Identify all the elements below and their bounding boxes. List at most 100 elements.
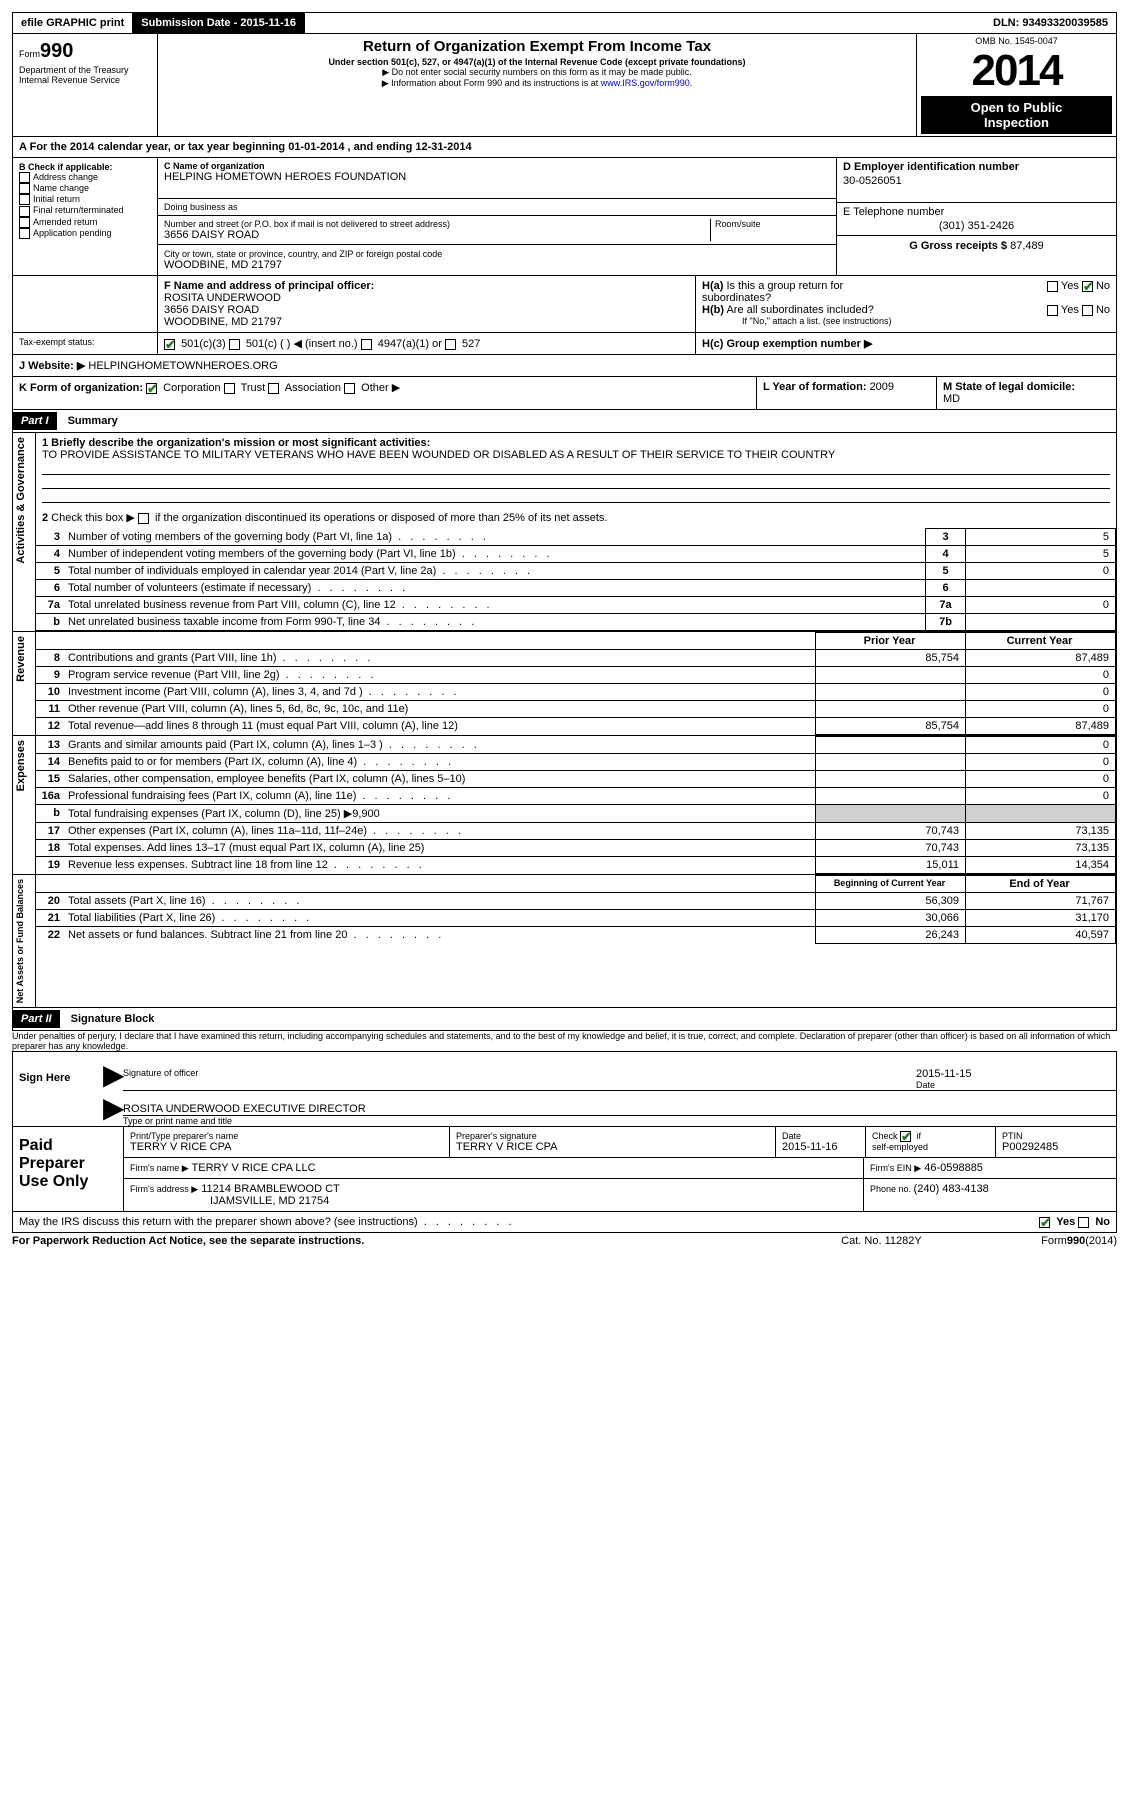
part2-header: Part II Signature Block <box>12 1008 1117 1031</box>
part1-expenses: Expenses 13Grants and similar amounts pa… <box>12 736 1117 875</box>
chk-hb-yes[interactable] <box>1047 305 1058 316</box>
chk-501c3[interactable] <box>164 339 175 350</box>
eoy-hdr: End of Year <box>966 876 1116 893</box>
firm-ein: 46-0598885 <box>924 1162 983 1174</box>
footer-form: 990 <box>1067 1235 1085 1247</box>
year-formation: 2009 <box>870 381 894 393</box>
firm-addr1: 11214 BRAMBLEWOOD CT <box>201 1183 340 1195</box>
line-a: A For the 2014 calendar year, or tax yea… <box>12 137 1117 158</box>
part1-netassets: Net Assets or Fund Balances Beginning of… <box>12 875 1117 1008</box>
dept-irs: Internal Revenue Service <box>19 75 151 85</box>
irs-link[interactable]: www.IRS.gov/form990 <box>601 78 690 88</box>
form-label: Form <box>19 49 40 59</box>
chk-namechange[interactable] <box>19 183 30 194</box>
chk-ha-yes[interactable] <box>1047 281 1058 292</box>
box-d-label: D Employer identification number <box>843 161 1110 173</box>
subtitle-2: ▶ Do not enter social security numbers o… <box>166 67 908 78</box>
box-b-title: B Check if applicable: <box>19 162 151 172</box>
org-name: HELPING HOMETOWN HEROES FOUNDATION <box>164 171 830 183</box>
gov-table: 3Number of voting members of the governi… <box>36 528 1116 631</box>
officer-city: WOODBINE, MD 21797 <box>164 316 689 328</box>
chk-selfemp[interactable] <box>900 1131 911 1142</box>
sig-officer-label: Signature of officer <box>123 1068 916 1090</box>
box-m-label: M State of legal domicile: <box>943 381 1075 393</box>
org-city: WOODBINE, MD 21797 <box>164 259 830 271</box>
open-public-2: Inspection <box>984 115 1049 130</box>
section-klm: K Form of organization: Corporation Trus… <box>12 377 1117 410</box>
firm-phone: (240) 483-4138 <box>914 1183 989 1195</box>
form-header: Form990 Department of the Treasury Inter… <box>12 34 1117 137</box>
mission: TO PROVIDE ASSISTANCE TO MILITARY VETERA… <box>42 449 1110 461</box>
chk-assoc[interactable] <box>268 383 279 394</box>
box-j: J Website: ▶ HELPINGHOMETOWNHEROES.ORG <box>12 355 1117 377</box>
footer-mid: Cat. No. 11282Y <box>841 1235 1041 1247</box>
curr-year-hdr: Current Year <box>966 633 1116 650</box>
officer-typed: ROSITA UNDERWOOD EXECUTIVE DIRECTOR <box>123 1103 1116 1116</box>
chk-trust[interactable] <box>224 383 235 394</box>
section-fhi: F Name and address of principal officer:… <box>12 276 1117 333</box>
gross-receipts: 87,489 <box>1010 240 1044 252</box>
section-i: Tax-exempt status: 501(c)(3) 501(c) ( ) … <box>12 333 1117 355</box>
firm-addr2: IJAMSVILLE, MD 21754 <box>210 1195 329 1207</box>
dba-label: Doing business as <box>164 202 830 212</box>
side-revenue: Revenue <box>12 632 36 736</box>
form-number: 990 <box>40 40 73 62</box>
chk-527[interactable] <box>445 339 456 350</box>
sign-here-label: Sign Here <box>13 1052 103 1126</box>
chk-other[interactable] <box>344 383 355 394</box>
efile-label: efile GRAPHIC print <box>13 13 133 33</box>
subdate: 2015-11-16 <box>240 17 296 29</box>
chk-address[interactable] <box>19 172 30 183</box>
box-g-label: G Gross receipts $ <box>909 240 1010 252</box>
state-domicile: MD <box>943 393 960 405</box>
officer-addr: 3656 DAISY ROAD <box>164 304 689 316</box>
telephone: (301) 351-2426 <box>843 220 1110 232</box>
subdate-label: Submission Date - <box>141 17 240 29</box>
chk-ha-no[interactable] <box>1082 281 1093 292</box>
city-label: City or town, state or province, country… <box>164 249 830 259</box>
chk-pending[interactable] <box>19 228 30 239</box>
website: HELPINGHOMETOWNHEROES.ORG <box>85 360 277 372</box>
chk-corp[interactable] <box>146 383 157 394</box>
paid-label: Paid Preparer Use Only <box>13 1127 123 1211</box>
side-netassets: Net Assets or Fund Balances <box>12 875 36 1008</box>
box-k-label: K Form of organization: <box>19 382 143 394</box>
addr-label: Number and street (or P.O. box if mail i… <box>164 219 710 229</box>
footer-left: For Paperwork Reduction Act Notice, see … <box>12 1235 841 1247</box>
return-title: Return of Organization Exempt From Incom… <box>166 38 908 55</box>
org-addr: 3656 DAISY ROAD <box>164 229 710 241</box>
chk-initial[interactable] <box>19 194 30 205</box>
dln-label: DLN: <box>993 17 1022 29</box>
subtitle-3a: ▶ Information about Form 990 and its ins… <box>382 78 601 88</box>
chk-discuss-yes[interactable] <box>1039 1217 1050 1228</box>
omb-label: OMB No. 1545-0047 <box>921 36 1112 46</box>
chk-discontinued[interactable] <box>138 513 149 524</box>
open-public-1: Open to Public <box>971 100 1063 115</box>
chk-final[interactable] <box>19 206 30 217</box>
bcy-hdr: Beginning of Current Year <box>816 876 966 893</box>
sign-here-block: Sign Here ▶▶ Signature of officer2015-11… <box>12 1051 1117 1127</box>
box-f-label: F Name and address of principal officer: <box>164 280 689 292</box>
box-c-label: C Name of organization <box>164 161 830 171</box>
chk-discuss-no[interactable] <box>1078 1217 1089 1228</box>
box-l-label: L Year of formation: <box>763 381 870 393</box>
box-e-label: E Telephone number <box>843 206 1110 218</box>
hb-note: If "No," attach a list. (see instruction… <box>742 316 1110 326</box>
part1-revenue: Revenue Prior YearCurrent Year 8Contribu… <box>12 632 1117 736</box>
paid-preparer-block: Paid Preparer Use Only Print/Type prepar… <box>12 1127 1117 1212</box>
prior-year-hdr: Prior Year <box>816 633 966 650</box>
chk-501c[interactable] <box>229 339 240 350</box>
preparer-name: TERRY V RICE CPA <box>130 1141 443 1153</box>
part1-header: Part I Summary <box>12 410 1117 433</box>
side-expenses: Expenses <box>12 736 36 875</box>
preparer-date: 2015-11-16 <box>782 1141 859 1153</box>
declaration: Under penalties of perjury, I declare th… <box>12 1031 1117 1051</box>
chk-amended[interactable] <box>19 217 30 228</box>
page-footer: For Paperwork Reduction Act Notice, see … <box>12 1233 1117 1247</box>
ein: 30-0526051 <box>843 175 1110 187</box>
ptin: P00292485 <box>1002 1141 1110 1153</box>
section-bcdefgh: B Check if applicable: Address change Na… <box>12 158 1117 276</box>
firm-name: TERRY V RICE CPA LLC <box>192 1162 316 1174</box>
chk-4947[interactable] <box>361 339 372 350</box>
chk-hb-no[interactable] <box>1082 305 1093 316</box>
